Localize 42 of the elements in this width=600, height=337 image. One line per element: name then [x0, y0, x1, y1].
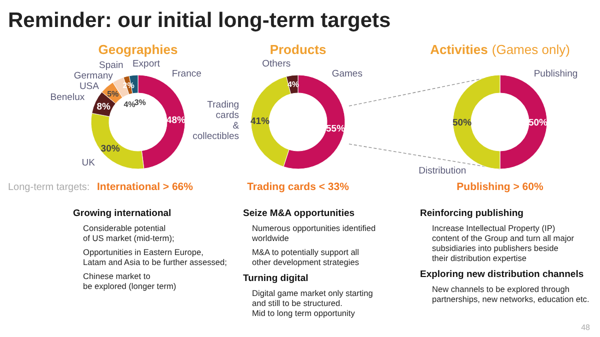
chart-title: Products	[270, 42, 326, 57]
text: Reinforcing publishing	[420, 208, 524, 219]
slice-label: Distribution	[418, 165, 466, 176]
slice-label: Germany	[74, 70, 114, 82]
text: Chinese market to be explored (longer term)	[83, 271, 176, 291]
slice-label: Benelux	[50, 92, 85, 103]
data-label: 3%	[134, 98, 146, 107]
slice-label: France	[172, 68, 202, 80]
text: Exploring new distribution channels	[420, 269, 584, 280]
chart-subtitle: (Games only)	[492, 42, 570, 57]
slice-label: Publishing	[534, 68, 578, 80]
text: Digital game market only starting and still to be structured. Mid to long term opportunity	[252, 288, 374, 318]
text: Considerable potential of US market (mid-term);	[83, 223, 174, 243]
text: Growing international	[73, 208, 172, 219]
slice-label: Spain	[99, 60, 124, 71]
data-label: 50%	[528, 117, 548, 128]
slice-label: Export	[132, 58, 160, 70]
chart-title: Activities	[430, 42, 488, 57]
text: 48	[581, 323, 591, 332]
text: M&A to potentially support all other development strategies	[252, 247, 360, 267]
data-label: 2%	[122, 81, 134, 90]
slice-label: Trading cards & collectibles	[192, 99, 240, 142]
text: Publishing > 60%	[456, 181, 544, 193]
data-label: 5%	[107, 89, 119, 98]
slice-label: UK	[82, 157, 96, 168]
text: New channels to be explored through partnerships, new networks, education etc.	[432, 284, 590, 304]
slice-label: USA	[79, 80, 100, 92]
slice-label: Others	[262, 58, 291, 70]
text: International > 66%	[97, 181, 194, 193]
slice-label: Games	[332, 68, 363, 80]
data-label: 30%	[100, 143, 120, 154]
text: Numerous opportunities identified worldwide	[251, 223, 376, 243]
data-label: 4%	[124, 100, 136, 109]
text: Reminder: our initial long-term targets	[8, 9, 391, 32]
text: Opportunities in Eastern Europe, Latam and Asia to be further assessed;	[83, 247, 227, 267]
text: Trading cards < 33%	[247, 181, 350, 193]
text: Long-term targets:	[8, 182, 90, 193]
text: Seize M&A opportunities	[243, 208, 355, 219]
data-label: 8%	[96, 101, 112, 112]
chart-title: Geographies	[98, 42, 178, 57]
text: Turning digital	[243, 273, 308, 284]
text: Increase Intellectual Property (IP) content of the Group and turn all major subsidiaries into publishers beside their distribution expertise	[432, 223, 574, 263]
